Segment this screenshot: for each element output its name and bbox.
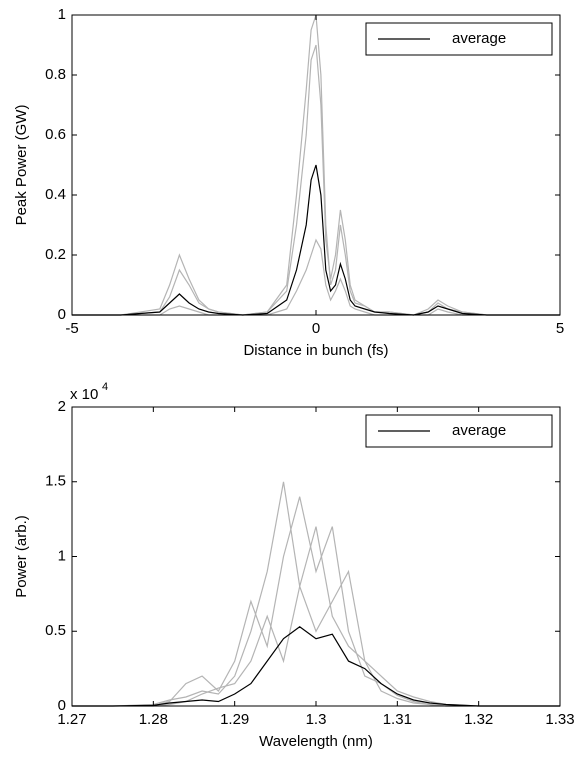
x-tick-label: 5	[556, 320, 564, 337]
y-tick-label: 0.2	[45, 246, 66, 263]
y-axis-label: Power (arb.)	[13, 515, 30, 598]
x-tick-label: 1.29	[220, 711, 249, 728]
x-tick-label: 1.3	[306, 711, 327, 728]
y-tick-label: 0.4	[45, 186, 66, 203]
y-tick-label: 1.5	[45, 473, 66, 490]
y-tick-label: 0.5	[45, 622, 66, 639]
x-tick-label: -5	[65, 320, 78, 337]
plot-area	[72, 407, 560, 706]
y-tick-label: 0.6	[45, 126, 66, 143]
x-tick-label: 1.27	[57, 711, 86, 728]
x-axis-label: Wavelength (nm)	[259, 733, 373, 750]
y-tick-label: 2	[58, 398, 66, 415]
legend-label: average	[452, 422, 506, 439]
x-axis-label: Distance in bunch (fs)	[243, 342, 388, 359]
x-tick-label: 1.31	[383, 711, 412, 728]
legend-label: average	[452, 30, 506, 47]
data-line	[72, 164, 560, 316]
y-tick-label: 0.8	[45, 66, 66, 83]
data-line	[72, 44, 560, 316]
data-line	[72, 496, 560, 707]
data-line	[72, 238, 560, 316]
y-tick-label: 0	[58, 306, 66, 323]
x-tick-label: 1.28	[139, 711, 168, 728]
y-tick-label: 0	[58, 697, 66, 714]
x-tick-label: 1.33	[545, 711, 574, 728]
y-exponent: x 10	[70, 386, 98, 403]
y-axis-label: Peak Power (GW)	[13, 105, 30, 226]
y-tick-label: 1	[58, 547, 66, 564]
data-line	[72, 626, 560, 707]
x-tick-label: 0	[312, 320, 320, 337]
y-exponent-power: 4	[102, 381, 108, 393]
x-tick-label: 1.32	[464, 711, 493, 728]
y-tick-label: 1	[58, 6, 66, 23]
